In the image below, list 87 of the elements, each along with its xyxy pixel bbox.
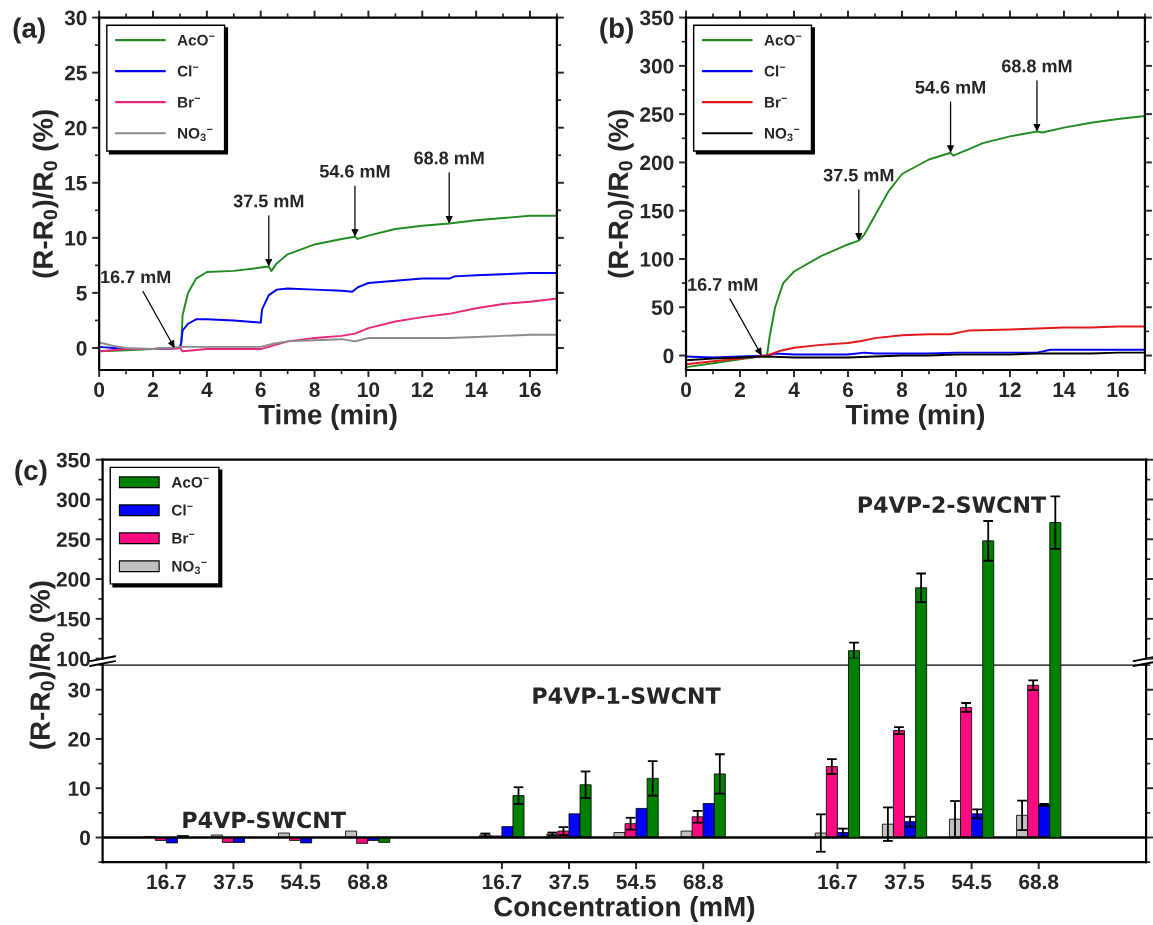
- x-tick-label: 16.7: [482, 874, 522, 890]
- annotation: 16.7 mM: [688, 278, 758, 291]
- annotation: 68.8 mM: [1001, 59, 1072, 73]
- y-tick-label: 30: [64, 10, 87, 26]
- chart-title: (c): [15, 459, 47, 486]
- legend-label: NO$_{3}$$^{−}$: [764, 127, 800, 142]
- chart-title: (b): [600, 17, 633, 44]
- x-tick-label: 14: [465, 382, 488, 397]
- y-axis-title: (R-R$_{0}$)/R$_{0}$ (%): [607, 110, 634, 278]
- x-tick-label: 8: [896, 382, 908, 398]
- legend-label: Cl$^{−}$: [177, 65, 199, 77]
- x-tick-label: 16: [1107, 382, 1129, 398]
- annotation: 54.6 mM: [319, 164, 390, 178]
- x-tick-label: 68.8: [1019, 874, 1059, 890]
- x-tick-label: 54.5: [951, 874, 992, 890]
- legend-label: Cl$^{−}$: [764, 65, 786, 77]
- x-tick-label: 0: [681, 382, 691, 398]
- legend-label: NO$_{3}$$^{−}$: [178, 127, 213, 142]
- y-tick-label: 5: [76, 286, 87, 301]
- x-tick-label: 0: [94, 382, 105, 398]
- y-tick-label: 100: [57, 651, 90, 667]
- x-tick-label: 2: [734, 382, 745, 397]
- legend-label: NO$_{3}$$^{−}$: [172, 560, 207, 575]
- annotation: 37.5 mM: [233, 194, 304, 208]
- y-tick-label: 300: [639, 58, 674, 74]
- annotation: P4VP-SWCNT: [183, 811, 346, 829]
- y-tick-label: 10: [68, 781, 90, 796]
- x-tick-label: 54.5: [280, 874, 321, 890]
- x-axis-title: Time (min): [258, 404, 397, 430]
- x-tick-label: 16.7: [147, 874, 186, 890]
- y-tick-label: 30: [68, 682, 90, 698]
- y-tick-label: 10: [65, 230, 87, 246]
- x-tick-label: 10: [358, 382, 380, 398]
- x-tick-label: 16: [519, 382, 541, 398]
- x-tick-label: 37.5: [213, 874, 254, 890]
- y-tick-label: 250: [640, 107, 674, 122]
- x-axis-title: Time (min): [845, 404, 985, 430]
- y-tick-label: 20: [64, 120, 87, 136]
- y-tick-label: 350: [639, 10, 674, 26]
- legend-label: Br$^{−}$: [172, 533, 195, 544]
- x-tick-label: 4: [201, 382, 213, 397]
- y-tick-label: 250: [56, 532, 90, 548]
- y-tick-label: 200: [640, 155, 674, 171]
- y-tick-label: 50: [651, 300, 674, 315]
- legend-label: AcO$^{−}$: [177, 34, 215, 46]
- y-tick-label: 200: [56, 572, 90, 587]
- legend-label: Br$^{−}$: [764, 97, 787, 108]
- y-tick-label: 0: [663, 348, 674, 364]
- x-tick-label: 12: [412, 382, 434, 397]
- y-tick-label: 25: [64, 65, 87, 81]
- legend-label: AcO$^{−}$: [764, 34, 802, 46]
- x-tick-label: 2: [147, 382, 158, 397]
- annotation: 16.7 mM: [101, 270, 171, 284]
- y-tick-label: 150: [640, 203, 674, 219]
- y-tick-label: 300: [56, 492, 90, 508]
- y-tick-label: 0: [76, 340, 87, 356]
- y-tick-label: 0: [80, 830, 90, 846]
- legend-label: AcO$^{−}$: [171, 476, 209, 488]
- y-tick-label: 150: [57, 611, 90, 627]
- y-tick-label: 15: [65, 175, 87, 191]
- y-axis-title: (R-R$_{0}$)/R$_{0}$ (%): [29, 581, 56, 749]
- annotation: 68.8 mM: [414, 151, 484, 165]
- y-tick-label: 100: [640, 251, 674, 267]
- y-tick-label: 20: [68, 731, 90, 747]
- annotation: P4VP-2-SWCNT: [858, 496, 1047, 514]
- x-tick-label: 37.5: [549, 874, 589, 890]
- x-tick-label: 54.5: [616, 874, 656, 890]
- x-tick-label: 6: [842, 382, 854, 398]
- annotation: 37.5 mM: [823, 168, 894, 182]
- y-axis-title: (R-R$_{0}$)/R$_{0}$ (%): [32, 110, 59, 278]
- x-tick-label: 37.5: [884, 874, 925, 890]
- annotation: P4VP-1-SWCNT: [533, 687, 721, 705]
- legend-label: Cl$^{−}$: [171, 504, 193, 516]
- x-tick-label: 12: [999, 382, 1021, 397]
- x-tick-label: 68.8: [348, 874, 388, 890]
- x-tick-label: 10: [945, 382, 967, 398]
- x-tick-label: 8: [309, 382, 320, 398]
- x-tick-label: 68.8: [683, 874, 723, 890]
- x-tick-label: 14: [1053, 382, 1076, 397]
- annotation: 54.6 mM: [915, 80, 985, 94]
- x-tick-label: 6: [255, 382, 266, 398]
- y-tick-label: 350: [56, 452, 90, 468]
- x-tick-label: 16.7: [818, 874, 857, 890]
- x-axis-title: Concentration (mM): [494, 896, 755, 922]
- chart-title: (a): [13, 17, 45, 44]
- legend-label: Br$^{−}$: [178, 97, 200, 108]
- x-tick-label: 4: [788, 382, 800, 397]
